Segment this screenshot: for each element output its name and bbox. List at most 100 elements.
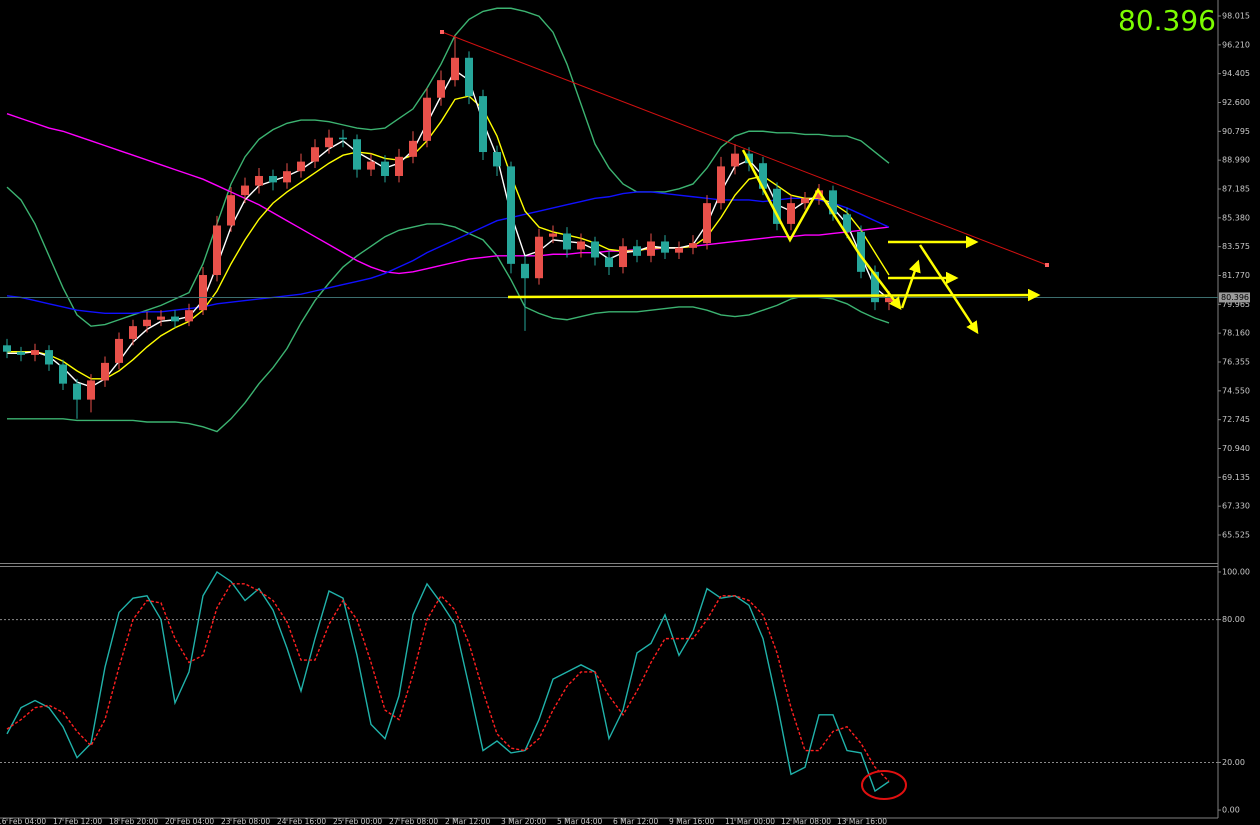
candle-body (815, 190, 823, 199)
y-tick-label: 92.600 (1222, 98, 1250, 107)
y-tick-label: 83.575 (1222, 242, 1250, 251)
candle-body (647, 241, 655, 256)
candle-body (87, 380, 95, 400)
indicator-line (6, 7, 890, 327)
y-tick-label: 74.550 (1222, 386, 1250, 395)
x-tick-label: 17 Feb 12:00 (53, 817, 102, 825)
y-tick-label: 94.405 (1222, 69, 1250, 78)
y-tick-label: 100.00 (1222, 567, 1250, 576)
candle-body (395, 156, 403, 176)
indicator-line (7, 95, 890, 380)
candle-body (213, 225, 221, 276)
y-tick-label: 87.185 (1222, 185, 1250, 194)
candle-body (633, 246, 641, 256)
candle-body (185, 310, 193, 322)
candle-body (759, 163, 767, 189)
y-tick-label: 88.990 (1222, 156, 1250, 165)
candle-body (801, 198, 809, 204)
candle-body (143, 319, 151, 327)
candle-body (311, 147, 319, 162)
candle-body (689, 243, 697, 248)
y-tick-label: 79.965 (1222, 300, 1250, 309)
x-tick-label: 11 Mar 00:00 (725, 817, 775, 825)
x-tick-label: 3 Mar 20:00 (501, 817, 547, 825)
y-tick-label: 20.00 (1222, 758, 1245, 767)
y-tick-label: 70.940 (1222, 444, 1250, 453)
x-tick-label: 5 Mar 04:00 (557, 817, 603, 825)
candle-body (17, 351, 25, 355)
y-tick-label: 96.210 (1222, 40, 1250, 49)
candle-body (507, 166, 515, 264)
candle-body (843, 214, 851, 232)
candle-body (31, 350, 39, 355)
candle-body (773, 188, 781, 224)
x-tick-label: 13 Mar 16:00 (837, 817, 887, 825)
candle-body (675, 247, 683, 253)
candle-body (717, 166, 725, 204)
candle-body (563, 233, 571, 250)
candle-body (451, 57, 459, 81)
candle-body (241, 185, 249, 196)
y-tick-label: 0.00 (1222, 806, 1240, 815)
candle-body (479, 96, 487, 153)
y-tick-label: 90.795 (1222, 127, 1250, 136)
candle-body (521, 263, 529, 279)
yellow-arrow (918, 244, 979, 335)
candle-body (115, 338, 123, 363)
candle-body (787, 203, 795, 224)
candle-body (829, 190, 837, 215)
yellow-path (741, 149, 902, 310)
candle-body (731, 153, 739, 167)
y-tick-label: 72.745 (1222, 415, 1250, 424)
candle-body (437, 80, 445, 98)
candle-body (871, 271, 879, 303)
candle-body (591, 241, 599, 258)
candle-body (283, 171, 291, 183)
indicator-line (7, 69, 890, 388)
x-tick-label: 16 Feb 04:00 (0, 817, 46, 825)
candle-body (857, 231, 865, 272)
candle-body (3, 345, 11, 352)
x-tick-label: 18 Feb 20:00 (109, 817, 158, 825)
trend-anchor (1045, 263, 1049, 267)
last-price-box (1219, 292, 1250, 303)
x-tick-label: 23 Feb 08:00 (221, 817, 270, 825)
indicator-line (6, 570, 890, 793)
candle-body (339, 137, 347, 140)
trend-anchor (440, 30, 444, 34)
y-tick-label: 78.160 (1222, 329, 1250, 338)
candle-body (255, 175, 263, 186)
candle-body (325, 137, 333, 148)
candle-body (157, 316, 165, 320)
candle-body (605, 257, 613, 268)
candle-body (269, 175, 277, 183)
candle-body (703, 203, 711, 244)
candle-body (409, 140, 417, 157)
candle-body (493, 152, 501, 167)
trend-line (441, 31, 1048, 266)
y-tick-label: 65.525 (1222, 531, 1250, 540)
y-tick-label: 69.135 (1222, 473, 1250, 482)
x-tick-label: 20 Feb 04:00 (165, 817, 214, 825)
y-tick-label: 67.330 (1222, 502, 1250, 511)
candle-body (535, 236, 543, 279)
candle-body (297, 161, 305, 172)
highlight-circle (861, 770, 907, 800)
indicator-line (6, 191, 890, 315)
candle-body (381, 161, 389, 176)
candle-body (619, 246, 627, 268)
candle-body (353, 139, 361, 170)
candle-body (73, 383, 81, 400)
candle-body (129, 326, 137, 339)
candle-body (423, 97, 431, 141)
last-price-label: 80.396 (1221, 293, 1249, 302)
indicator-line (7, 223, 890, 433)
candle-body (745, 153, 753, 164)
candle-body (367, 161, 375, 170)
candle-body (549, 233, 557, 237)
candle-body (577, 241, 585, 250)
y-tick-label: 85.380 (1222, 213, 1250, 222)
